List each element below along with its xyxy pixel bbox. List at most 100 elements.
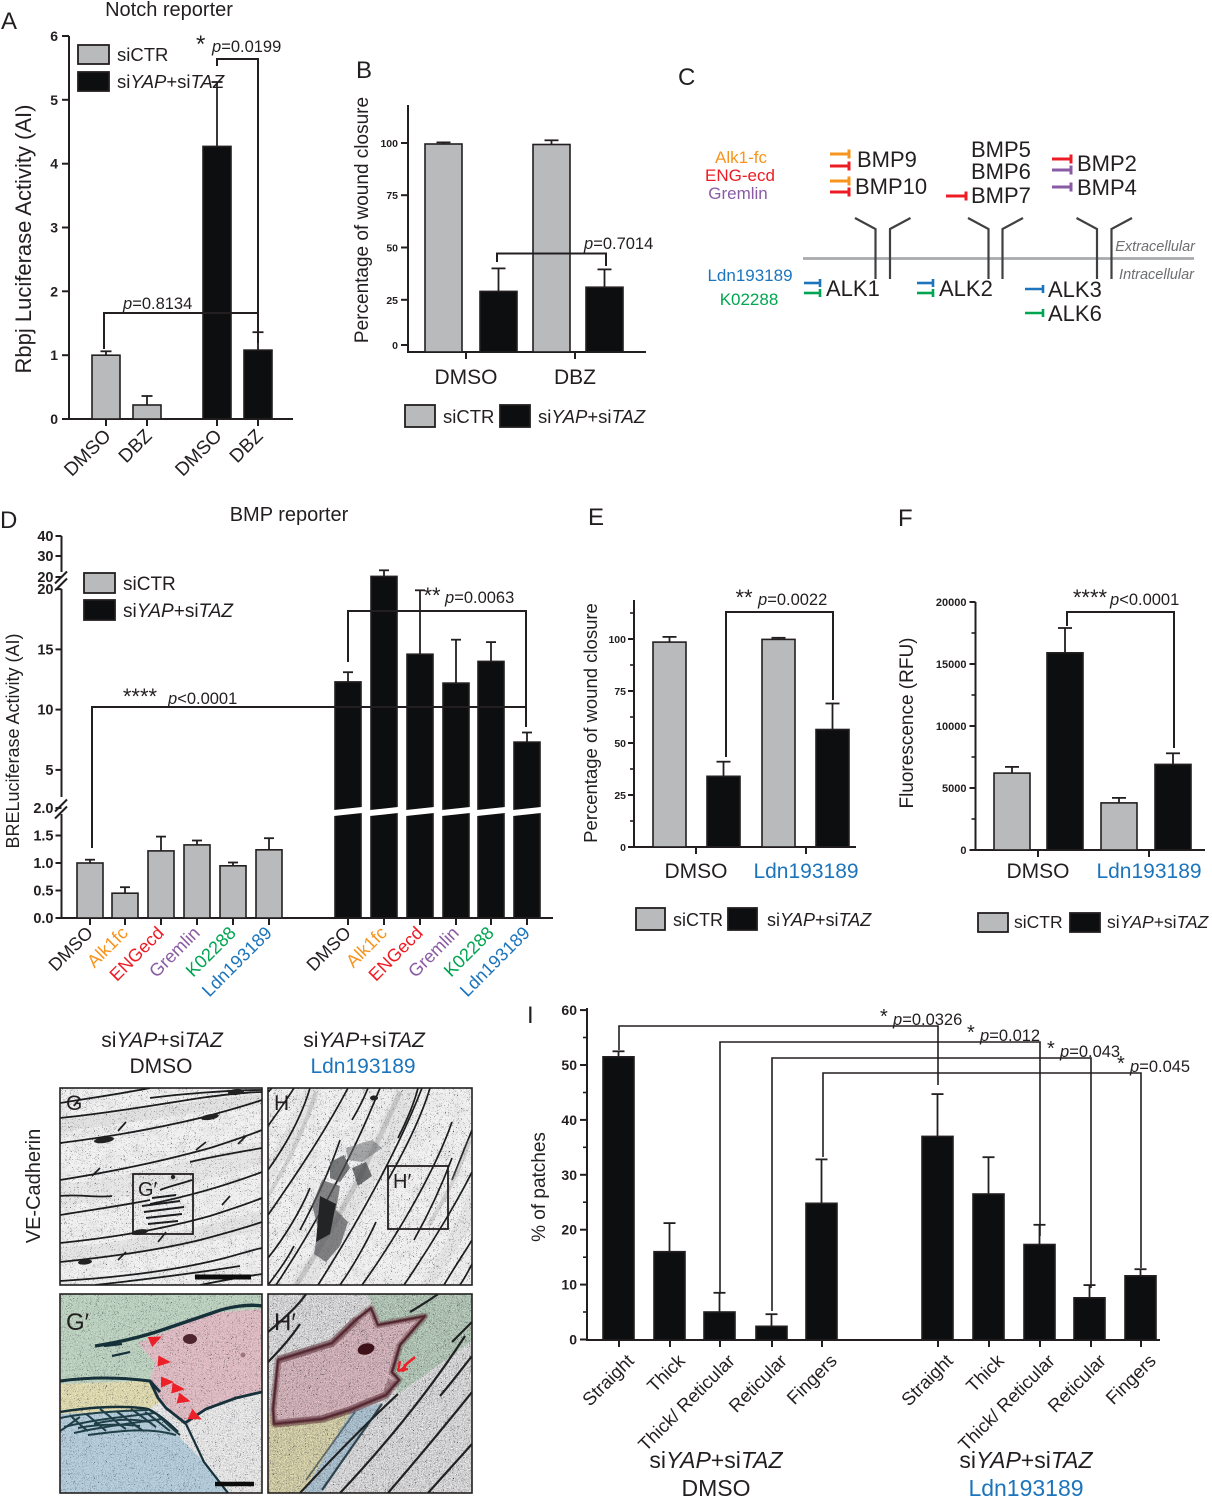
svg-text:Reticular: Reticular bbox=[724, 1350, 790, 1416]
svg-text:H′: H′ bbox=[274, 1309, 296, 1336]
svg-text:5000: 5000 bbox=[942, 783, 966, 795]
svg-text:*: * bbox=[880, 1006, 888, 1028]
svg-text:DMSO: DMSO bbox=[171, 426, 226, 481]
svg-text:Gremlin: Gremlin bbox=[708, 184, 768, 203]
svg-text:ALK6: ALK6 bbox=[1048, 301, 1102, 326]
svg-text:p<0.0001: p<0.0001 bbox=[167, 690, 237, 708]
svg-text:A: A bbox=[1, 8, 17, 35]
svg-text:DMSO: DMSO bbox=[303, 923, 355, 975]
svg-text:C: C bbox=[678, 64, 695, 91]
svg-text:siYAP+siTAZ: siYAP+siTAZ bbox=[1107, 912, 1210, 932]
svg-text:G′: G′ bbox=[138, 1179, 158, 1201]
svg-text:**: ** bbox=[735, 585, 753, 610]
svg-text:20: 20 bbox=[37, 582, 53, 598]
svg-text:Ldn193189: Ldn193189 bbox=[310, 1055, 415, 1078]
svg-text:0.0: 0.0 bbox=[33, 911, 53, 927]
svg-text:Fluorescence (RFU): Fluorescence (RFU) bbox=[897, 637, 918, 808]
svg-text:60: 60 bbox=[561, 1002, 577, 1018]
svg-text:siYAP+siTAZ: siYAP+siTAZ bbox=[767, 910, 872, 930]
svg-text:DBZ: DBZ bbox=[554, 366, 596, 389]
svg-text:2: 2 bbox=[50, 283, 58, 299]
svg-text:siCTR: siCTR bbox=[673, 910, 723, 930]
svg-text:Percentage of wound closure: Percentage of wound closure bbox=[580, 603, 601, 843]
svg-text:DMSO: DMSO bbox=[435, 366, 498, 389]
svg-text:p=0.0022: p=0.0022 bbox=[757, 591, 827, 609]
svg-text:BMP reporter: BMP reporter bbox=[230, 504, 349, 526]
svg-text:p=0.045: p=0.045 bbox=[1129, 1058, 1190, 1076]
svg-text:**: ** bbox=[423, 583, 441, 608]
svg-text:Ldn193189: Ldn193189 bbox=[1096, 860, 1201, 883]
svg-text:BMP7: BMP7 bbox=[971, 183, 1031, 208]
svg-text:25: 25 bbox=[386, 295, 398, 307]
svg-text:H′: H′ bbox=[393, 1171, 411, 1193]
svg-text:30: 30 bbox=[561, 1167, 577, 1183]
svg-text:0: 0 bbox=[960, 845, 966, 857]
svg-text:siCTR: siCTR bbox=[123, 574, 176, 595]
svg-text:0.5: 0.5 bbox=[33, 884, 53, 900]
svg-text:20000: 20000 bbox=[936, 597, 967, 609]
svg-text:*: * bbox=[1047, 1038, 1055, 1060]
svg-text:DBZ: DBZ bbox=[115, 425, 157, 467]
svg-text:siYAP+siTAZ: siYAP+siTAZ bbox=[123, 601, 234, 622]
svg-text:BMP2: BMP2 bbox=[1077, 151, 1137, 176]
svg-text:H: H bbox=[274, 1092, 289, 1115]
svg-text:10: 10 bbox=[561, 1277, 577, 1293]
svg-text:% of patches: % of patches bbox=[529, 1132, 550, 1242]
svg-text:p=0.8134: p=0.8134 bbox=[122, 295, 192, 313]
svg-text:50: 50 bbox=[614, 738, 626, 750]
svg-text:****: **** bbox=[1073, 585, 1108, 610]
svg-text:Thick: Thick bbox=[962, 1349, 1009, 1396]
svg-text:75: 75 bbox=[386, 190, 398, 202]
svg-text:B: B bbox=[356, 57, 372, 84]
svg-text:BMP5: BMP5 bbox=[971, 137, 1031, 162]
svg-text:F: F bbox=[898, 505, 913, 532]
svg-text:Rbpj Luciferase Activity (AI): Rbpj Luciferase Activity (AI) bbox=[11, 105, 36, 374]
svg-text:BRELuciferase Activity (AI): BRELuciferase Activity (AI) bbox=[3, 633, 23, 848]
svg-text:siYAP+siTAZ: siYAP+siTAZ bbox=[101, 1029, 224, 1052]
svg-text:DMSO: DMSO bbox=[1007, 860, 1070, 883]
svg-text:40: 40 bbox=[561, 1112, 577, 1128]
svg-text:p=0.0063: p=0.0063 bbox=[444, 589, 514, 607]
svg-text:p=0.012: p=0.012 bbox=[979, 1027, 1040, 1045]
svg-text:50: 50 bbox=[561, 1057, 577, 1073]
svg-text:20: 20 bbox=[37, 570, 53, 586]
svg-text:0: 0 bbox=[50, 411, 58, 427]
svg-text:BMP10: BMP10 bbox=[855, 174, 927, 199]
svg-text:15: 15 bbox=[37, 642, 53, 658]
svg-text:Straight: Straight bbox=[578, 1350, 638, 1410]
svg-text:ALK3: ALK3 bbox=[1048, 277, 1102, 302]
svg-text:E: E bbox=[588, 504, 604, 531]
svg-text:K02288: K02288 bbox=[720, 290, 779, 309]
svg-text:50: 50 bbox=[386, 243, 398, 255]
svg-text:DMSO: DMSO bbox=[682, 1475, 751, 1500]
svg-text:15000: 15000 bbox=[936, 659, 967, 671]
svg-text:I: I bbox=[527, 1002, 534, 1029]
svg-text:1.5: 1.5 bbox=[33, 829, 53, 845]
svg-text:BMP6: BMP6 bbox=[971, 159, 1031, 184]
svg-text:*: * bbox=[1117, 1053, 1125, 1075]
svg-text:p=0.0326: p=0.0326 bbox=[892, 1011, 962, 1029]
svg-text:6: 6 bbox=[50, 28, 58, 44]
svg-text:Extracellular: Extracellular bbox=[1115, 239, 1196, 255]
svg-text:DMSO: DMSO bbox=[130, 1055, 193, 1078]
svg-text:ALK1: ALK1 bbox=[826, 276, 880, 301]
svg-text:DMSO: DMSO bbox=[60, 426, 115, 481]
svg-text:DBZ: DBZ bbox=[226, 425, 268, 467]
svg-text:G: G bbox=[66, 1092, 82, 1115]
svg-text:ENG-ecd: ENG-ecd bbox=[705, 166, 775, 185]
svg-text:0: 0 bbox=[569, 1332, 577, 1348]
svg-text:1: 1 bbox=[50, 347, 58, 363]
svg-text:75: 75 bbox=[614, 686, 626, 698]
svg-text:p=0.043: p=0.043 bbox=[1059, 1043, 1120, 1061]
svg-text:****: **** bbox=[123, 684, 158, 709]
svg-text:5: 5 bbox=[50, 92, 58, 108]
svg-text:20: 20 bbox=[561, 1222, 577, 1238]
svg-text:siCTR: siCTR bbox=[1014, 912, 1063, 932]
svg-text:siCTR: siCTR bbox=[443, 406, 494, 427]
svg-text:BMP4: BMP4 bbox=[1077, 175, 1137, 200]
svg-text:Fingers: Fingers bbox=[782, 1350, 840, 1408]
svg-text:VE-Cadherin: VE-Cadherin bbox=[23, 1129, 45, 1244]
svg-text:Alk1-fc: Alk1-fc bbox=[715, 148, 767, 167]
svg-text:100: 100 bbox=[608, 634, 626, 646]
svg-text:Percentage of wound closure: Percentage of wound closure bbox=[352, 97, 373, 343]
